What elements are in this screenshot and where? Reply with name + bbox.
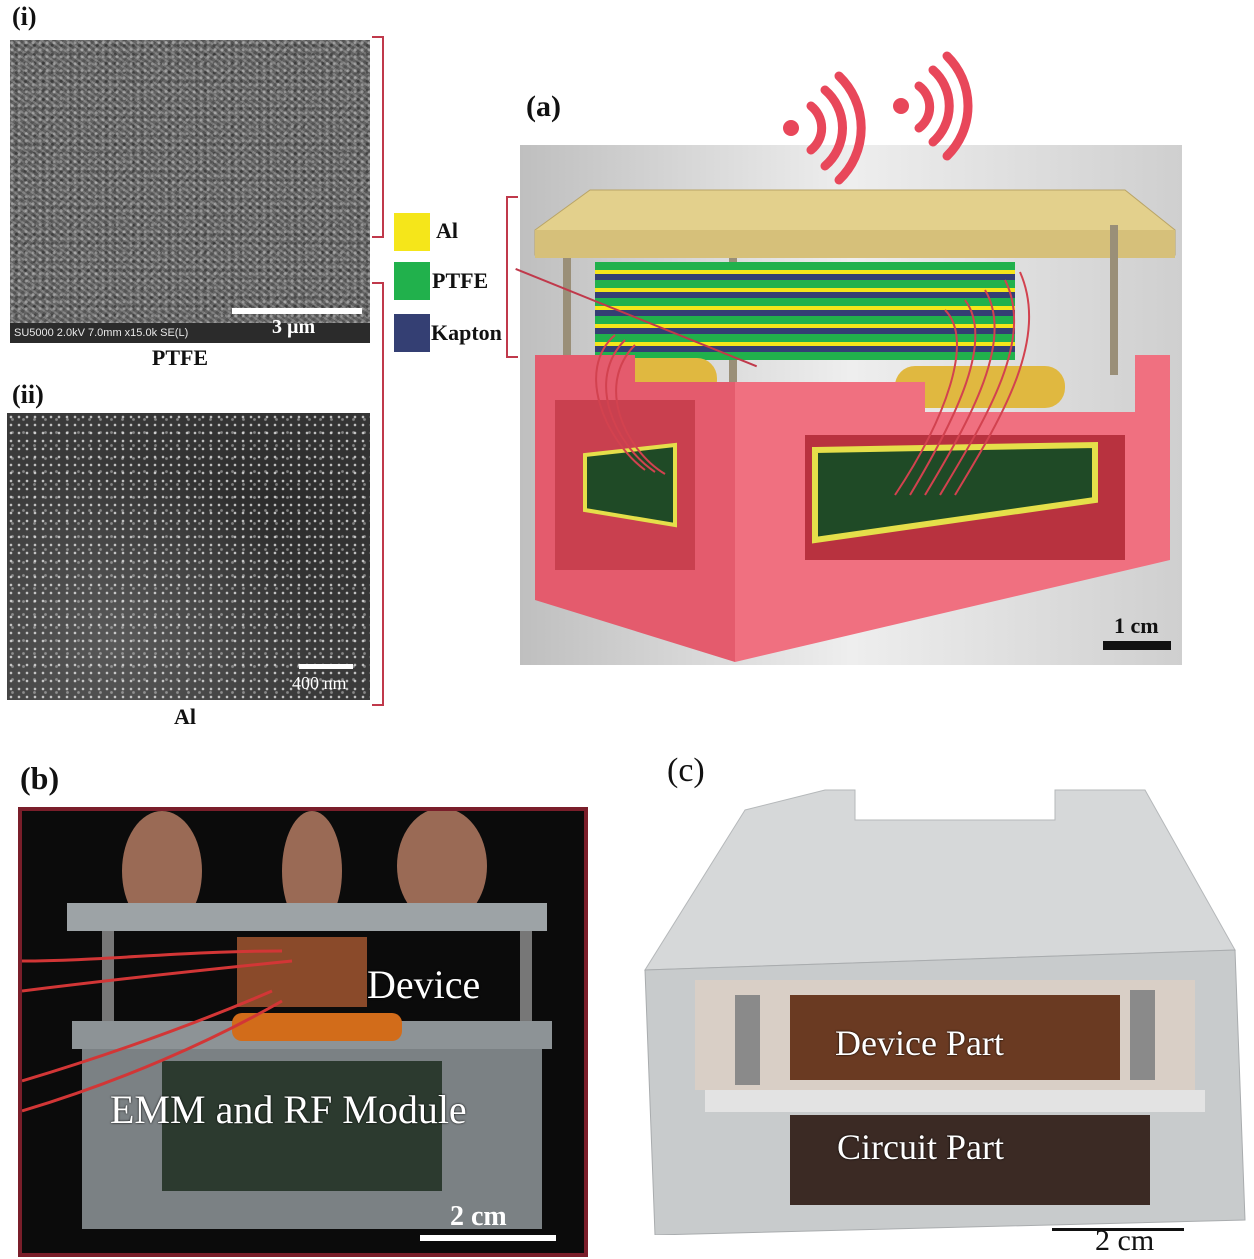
scale-bar-1cm [1103,641,1171,650]
scale-bar-400nm [299,664,353,669]
ptfe-al-kapton-stack [595,262,1015,360]
scale-label-1cm: 1 cm [1114,613,1159,638]
label-circuit-part: Circuit Part [837,1127,1004,1167]
scale-label-400nm: 400 nm [292,673,347,693]
label-device-part: Device Part [835,1023,1004,1063]
panel-ii-label: (ii) [12,380,44,409]
label-device: Device [367,962,481,1007]
bracket-ptfe [372,36,384,238]
wireless-icon [783,71,866,185]
photo-c-illustration [644,789,1246,1236]
legend-label-ptfe: PTFE [432,268,489,293]
panel-a-label: (a) [526,90,561,123]
legend-swatch-al [394,213,430,251]
bracket-legend [506,196,518,358]
caption-al: Al [174,704,196,729]
scale-bar-3um [232,308,362,314]
bracket-al [372,282,384,706]
top-plate-front [535,230,1175,258]
panel-c-label: (c) [667,752,705,789]
scale-label-3um: 3 µm [272,316,316,338]
legend-swatch-ptfe [394,262,430,300]
scale-label-2cm-b: 2 cm [450,1201,507,1232]
scale-bar-2cm-c [1052,1228,1184,1231]
device-3d-render: 1 cm [520,51,1182,665]
photo-packaged-device: Device Part Circuit Part [625,780,1250,1236]
panel-i-label: (i) [12,2,37,31]
scale-bar-2cm-b [420,1235,556,1241]
caption-ptfe: PTFE [151,345,209,370]
rod [1110,225,1118,375]
legend-swatch-kapton [394,314,430,352]
rod [563,258,571,378]
sem-image-ptfe: SU5000 2.0kV 7.0mm x15.0k SE(L) 3 µm [10,40,370,343]
legend-label-al: Al [436,218,458,243]
scale-label-2cm-c: 2 cm [1095,1224,1155,1257]
legend-label-kapton: Kapton [431,320,502,345]
wires [595,271,1030,496]
label-emm-rf-module: EMM and RF Module [110,1087,467,1132]
circuit-board [812,441,1098,544]
sem-info-bar: SU5000 2.0kV 7.0mm x15.0k SE(L) [10,323,370,343]
photo-b-illustration [21,808,552,1229]
capacitor [895,366,1065,408]
sem-image-al: 400 nm [7,413,370,700]
panel-b-label: (b) [20,760,60,796]
wireless-icon [893,51,973,161]
photo-device-prototype: Device EMM and RF Module 2 cm [18,807,588,1257]
